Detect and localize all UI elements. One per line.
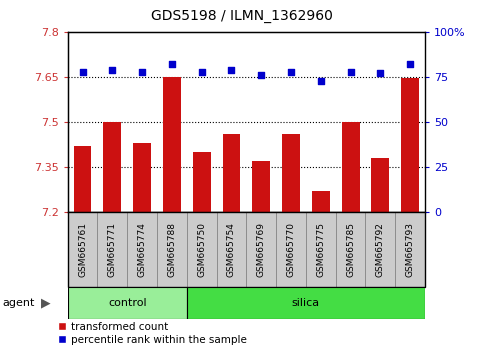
Text: GDS5198 / ILMN_1362960: GDS5198 / ILMN_1362960 [151, 9, 332, 23]
Legend: transformed count, percentile rank within the sample: transformed count, percentile rank withi… [54, 317, 251, 349]
Text: ▶: ▶ [41, 296, 51, 309]
FancyBboxPatch shape [127, 212, 157, 287]
Text: GSM665774: GSM665774 [138, 222, 146, 277]
FancyBboxPatch shape [395, 212, 425, 287]
Bar [282, 134, 300, 212]
FancyBboxPatch shape [336, 212, 366, 287]
Bar [223, 134, 241, 212]
Bar [371, 158, 389, 212]
Point [109, 67, 116, 73]
Point [406, 62, 414, 67]
Bar [73, 146, 91, 212]
Text: agent: agent [2, 298, 35, 308]
Text: GSM665788: GSM665788 [168, 222, 176, 277]
Text: GSM665761: GSM665761 [78, 222, 87, 277]
Text: control: control [108, 298, 146, 308]
Text: GSM665769: GSM665769 [257, 222, 266, 277]
Point [168, 62, 176, 67]
FancyBboxPatch shape [216, 212, 246, 287]
Point [257, 72, 265, 78]
Bar [341, 122, 359, 212]
Bar [312, 192, 330, 212]
Bar [103, 122, 121, 212]
Point [227, 67, 235, 73]
Bar [401, 79, 419, 212]
Text: GSM665754: GSM665754 [227, 222, 236, 277]
Bar [193, 152, 211, 212]
Text: GSM665792: GSM665792 [376, 222, 385, 277]
Point [198, 69, 206, 74]
Text: GSM665793: GSM665793 [406, 222, 414, 277]
Point [138, 69, 146, 74]
FancyBboxPatch shape [366, 212, 395, 287]
FancyBboxPatch shape [157, 212, 187, 287]
FancyBboxPatch shape [246, 212, 276, 287]
FancyBboxPatch shape [68, 212, 98, 287]
FancyBboxPatch shape [276, 212, 306, 287]
Text: GSM665750: GSM665750 [197, 222, 206, 277]
Point [287, 69, 295, 74]
Bar [163, 77, 181, 212]
Text: GSM665785: GSM665785 [346, 222, 355, 277]
Text: silica: silica [292, 298, 320, 308]
Point [79, 69, 86, 74]
FancyBboxPatch shape [187, 287, 425, 319]
FancyBboxPatch shape [187, 212, 216, 287]
Text: GSM665775: GSM665775 [316, 222, 325, 277]
Bar [133, 143, 151, 212]
Text: GSM665770: GSM665770 [286, 222, 296, 277]
Point [347, 69, 355, 74]
Point [317, 78, 325, 84]
Text: GSM665771: GSM665771 [108, 222, 117, 277]
Point [377, 70, 384, 76]
Bar [252, 161, 270, 212]
FancyBboxPatch shape [68, 287, 187, 319]
FancyBboxPatch shape [98, 212, 127, 287]
FancyBboxPatch shape [306, 212, 336, 287]
